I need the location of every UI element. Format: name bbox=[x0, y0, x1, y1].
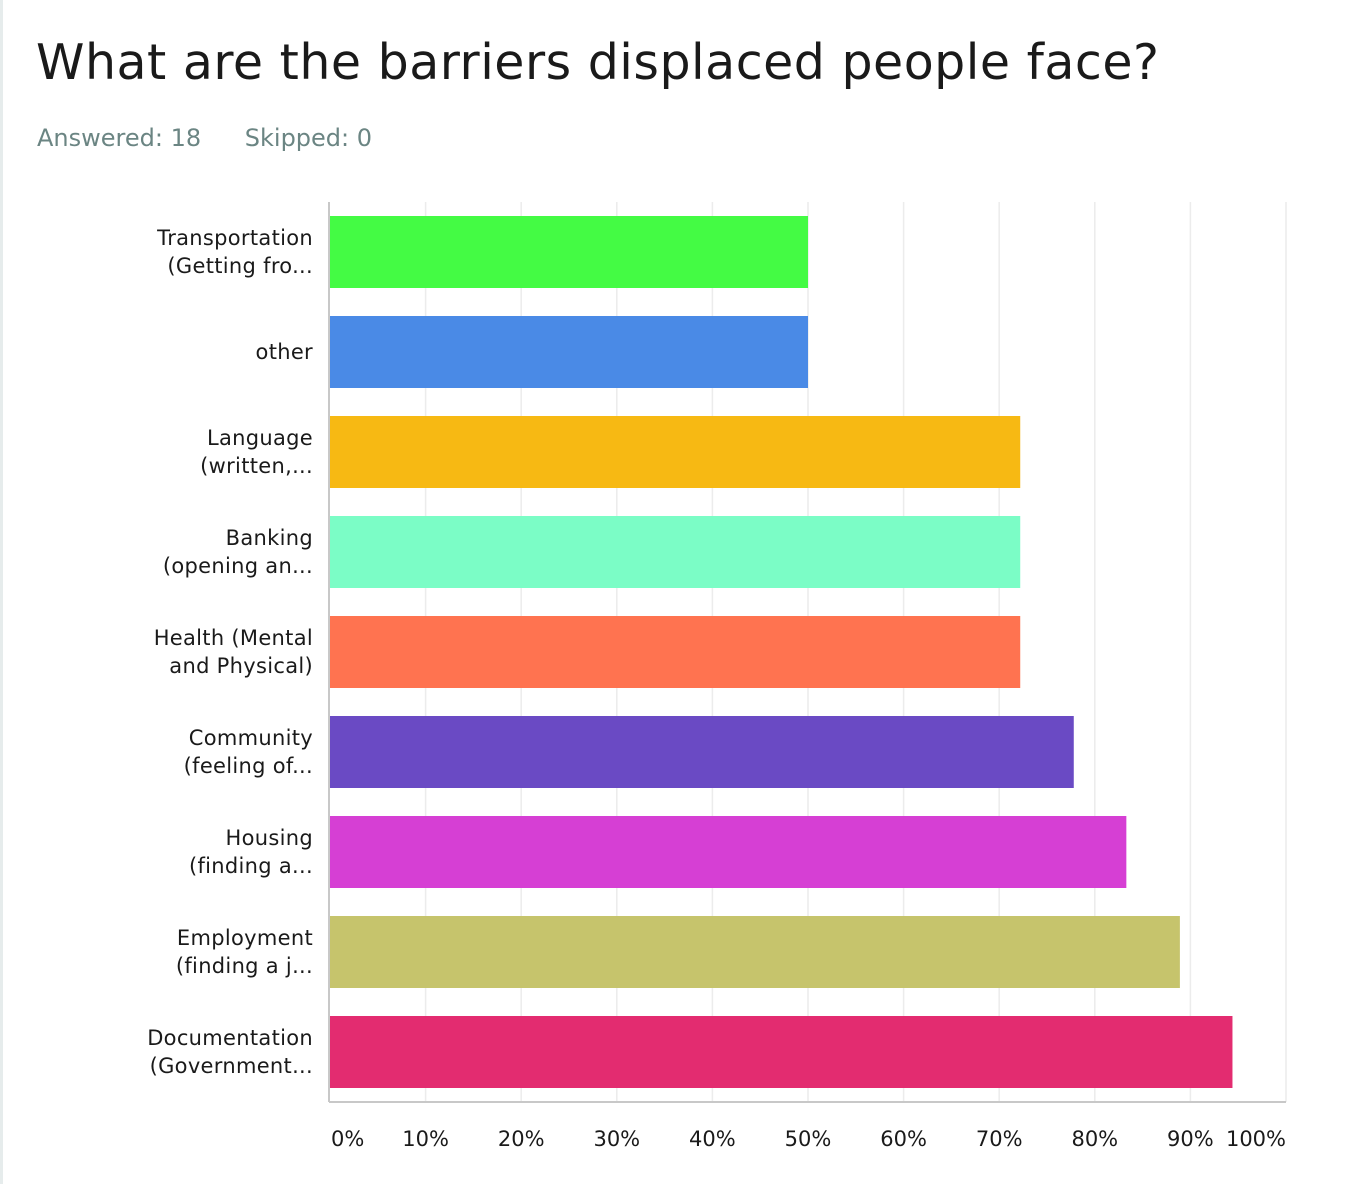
bar[interactable] bbox=[330, 516, 1021, 588]
category-label: (feeling of... bbox=[184, 754, 313, 778]
bar[interactable] bbox=[330, 416, 1021, 488]
x-tick-label: 30% bbox=[593, 1127, 640, 1151]
category-label: Employment bbox=[177, 926, 313, 950]
skipped-count: Skipped: 0 bbox=[244, 124, 373, 152]
x-tick-label: 0% bbox=[331, 1127, 364, 1151]
category-label: Documentation bbox=[147, 1026, 313, 1050]
category-labels: Transportation (Getting fro... other Langua… bbox=[147, 226, 313, 1078]
category-label: Transportation bbox=[156, 226, 313, 250]
category-label: Health (Mental bbox=[154, 626, 313, 650]
bar[interactable] bbox=[330, 616, 1021, 688]
category-label: (written,... bbox=[200, 454, 313, 478]
axes bbox=[328, 202, 1286, 1103]
category-label: Banking bbox=[226, 526, 313, 550]
x-tick-label: 40% bbox=[689, 1127, 736, 1151]
category-label: (finding a... bbox=[189, 854, 313, 878]
category-label: Housing bbox=[226, 826, 313, 850]
category-label: other bbox=[256, 340, 314, 364]
response-stats: Answered: 18 Skipped: 0 bbox=[37, 124, 408, 152]
x-tick-label: 10% bbox=[402, 1127, 449, 1151]
x-tick-label: 20% bbox=[498, 1127, 545, 1151]
x-tick-label: 100% bbox=[1226, 1127, 1286, 1151]
x-tick-label: 80% bbox=[1071, 1127, 1118, 1151]
category-label: Language bbox=[207, 426, 313, 450]
chart-title: What are the barriers displaced people f… bbox=[36, 34, 1160, 91]
category-label: (Getting fro... bbox=[167, 254, 313, 278]
x-axis-ticks: 0% 10% 20% 30% 40% 50% 60% 70% 80% 90% 100% bbox=[331, 1127, 1286, 1151]
category-label: Community bbox=[189, 726, 313, 750]
category-label: (opening an... bbox=[163, 554, 313, 578]
x-tick-label: 50% bbox=[785, 1127, 832, 1151]
x-tick-label: 70% bbox=[976, 1127, 1023, 1151]
x-tick-label: 90% bbox=[1167, 1127, 1214, 1151]
bar[interactable] bbox=[330, 816, 1127, 888]
bar[interactable] bbox=[330, 1016, 1233, 1088]
bar[interactable] bbox=[330, 316, 808, 388]
category-label: (Government... bbox=[150, 1054, 313, 1078]
category-label: and Physical) bbox=[169, 654, 313, 678]
bars bbox=[330, 216, 1233, 1088]
answered-count: Answered: 18 bbox=[37, 124, 202, 152]
bar[interactable] bbox=[330, 916, 1180, 988]
bar[interactable] bbox=[330, 216, 808, 288]
bar[interactable] bbox=[330, 716, 1074, 788]
x-tick-label: 60% bbox=[880, 1127, 927, 1151]
category-label: (finding a j... bbox=[176, 954, 313, 978]
